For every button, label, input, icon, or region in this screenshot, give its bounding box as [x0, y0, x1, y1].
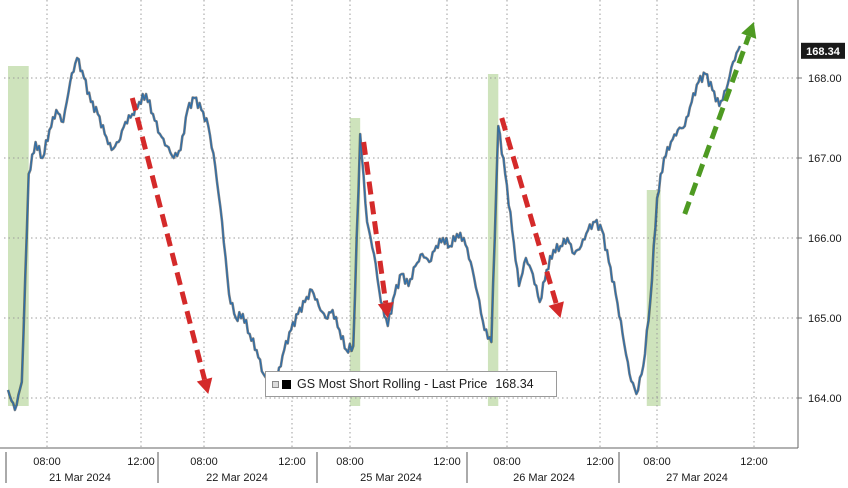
- date-label: 21 Mar 2024: [49, 472, 111, 483]
- trend-arrow-head: [741, 22, 757, 39]
- x-tick-label: 08:00: [190, 456, 218, 468]
- date-label: 26 Mar 2024: [513, 472, 575, 483]
- series-line: [7, 45, 741, 411]
- x-tick-label: 12:00: [278, 456, 306, 468]
- last-price-badge-label: 168.34: [806, 46, 841, 58]
- x-tick-label: 12:00: [433, 456, 461, 468]
- trend-arrow-head: [548, 301, 564, 318]
- x-tick-label: 12:00: [127, 456, 155, 468]
- date-label: 25 Mar 2024: [360, 472, 422, 483]
- trend-arrow-head: [377, 302, 394, 318]
- x-tick-label: 08:00: [336, 456, 364, 468]
- x-tick-label: 12:00: [740, 456, 768, 468]
- trend-arrows: [129, 22, 757, 394]
- trend-arrow-shaft: [499, 117, 559, 305]
- y-tick-label: 164.00: [808, 393, 842, 405]
- trend-arrow-shaft: [682, 35, 752, 215]
- y-tick-label: 167.00: [808, 153, 842, 165]
- highlight-band: [487, 74, 499, 406]
- x-tick-label: 08:00: [493, 456, 521, 468]
- trend-arrow-shaft: [361, 141, 389, 304]
- legend-swatch-icon: [282, 379, 291, 389]
- y-tick-label: 165.00: [808, 313, 842, 325]
- x-tick-label: 12:00: [586, 456, 614, 468]
- highlight-band: [646, 190, 661, 406]
- y-tick-label: 168.00: [808, 73, 842, 85]
- date-label: 27 Mar 2024: [666, 472, 728, 483]
- trend-arrow-head: [196, 377, 213, 394]
- series-layer: [6, 45, 742, 412]
- date-label: 22 Mar 2024: [206, 472, 268, 483]
- trend-arrow-shaft: [129, 97, 207, 381]
- y-tick-label: 166.00: [808, 233, 842, 245]
- last-price-badge: [801, 42, 845, 59]
- legend-series-label: GS Most Short Rolling - Last Price: [297, 377, 488, 391]
- legend-toggle-icon[interactable]: [272, 380, 279, 388]
- legend: GS Most Short Rolling - Last Price 168.3…: [265, 371, 557, 397]
- x-tick-label: 08:00: [643, 456, 671, 468]
- legend-last-price: 168.34: [495, 377, 534, 391]
- x-tick-label: 08:00: [33, 456, 61, 468]
